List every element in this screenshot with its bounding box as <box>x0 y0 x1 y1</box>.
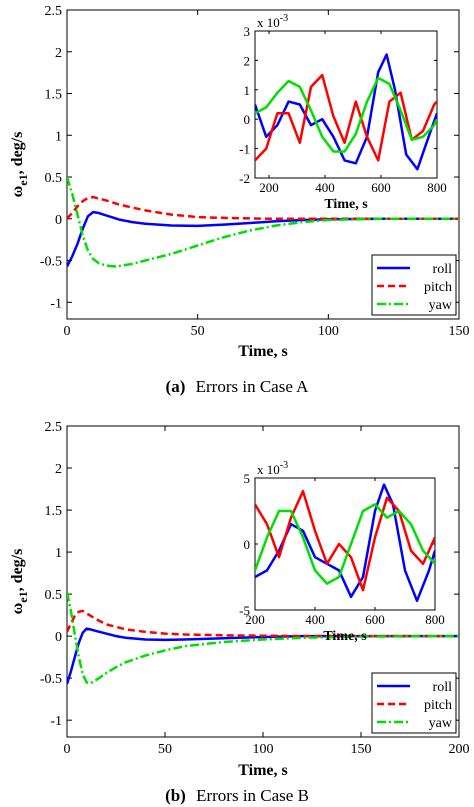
a-inset-series-yaw <box>255 76 437 153</box>
b-inset-plot-area <box>255 483 435 603</box>
a-main-xtick-label: 50 <box>191 324 205 339</box>
b-inset-ytick-label: 0 <box>244 537 251 552</box>
a-main-xtick-label: 0 <box>64 324 71 339</box>
a-inset-multiplier: x 10-3 <box>257 13 288 30</box>
a-inset-xtick-label: 200 <box>259 180 279 195</box>
a-main-xtick-label: 150 <box>449 324 470 339</box>
a-legend-label-pitch: pitch <box>424 280 452 295</box>
b-xlabel: Time, s <box>238 762 287 779</box>
a-ylabel-units: , deg/s <box>9 132 26 175</box>
a-legend-label-roll: roll <box>433 262 453 277</box>
a-inset-xtick-label: 800 <box>427 180 447 195</box>
b-legend-label-pitch: pitch <box>424 698 452 713</box>
b-inset-xlabel: Time, s <box>323 629 367 644</box>
b-main-series-pitch <box>67 609 459 638</box>
a-inset: 200 400 600 800 -2 -1 0 1 2 3 Time, s x 10-3 <box>239 13 447 212</box>
b-inset-xtick-label: 800 <box>425 612 445 627</box>
a-inset-ytick-label: 1 <box>244 83 251 98</box>
b-inset-multiplier-base: x 10 <box>257 462 280 477</box>
a-inset-plot-area <box>255 53 437 171</box>
a-main-series-roll <box>67 210 459 267</box>
a-ylabel-symbol: ω <box>9 185 26 197</box>
b-main-series-roll <box>67 627 459 685</box>
a-main-ytick-label: 0 <box>55 213 62 228</box>
b-main-ytick-label: 2.5 <box>45 420 63 435</box>
a-inset-xtick-label: 600 <box>371 180 391 195</box>
caption-b: (b) Errors in Case B <box>165 786 309 805</box>
caption-a: (a) Errors in Case A <box>166 377 310 396</box>
b-inset-multiplier: x 10-3 <box>257 460 288 477</box>
b-inset-xtick-label: 600 <box>365 612 385 627</box>
b-inset-ytick-label: 5 <box>244 471 251 486</box>
a-main-ytick-label: -1 <box>50 296 62 311</box>
b-inset-ytick-label: -5 <box>239 603 250 618</box>
a-main-series-pitch <box>67 195 459 221</box>
b-main-xtick-label: 150 <box>351 742 372 757</box>
b-inset-xtick-label: 400 <box>305 612 325 627</box>
b-main-xtick-label: 50 <box>158 742 172 757</box>
a-inset-xlabel: Time, s <box>324 197 368 212</box>
b-legend-label-roll: roll <box>433 680 453 695</box>
a-inset-multiplier-base: x 10 <box>257 15 280 30</box>
b-inset-multiplier-exp: -3 <box>280 460 288 471</box>
a-main-ytick-label: 2.5 <box>45 4 63 19</box>
b-main-series-yaw <box>67 592 459 685</box>
b-main-ytick-label: -1 <box>50 714 62 729</box>
b-main-plot-area <box>67 592 459 685</box>
b-main-ytick-label: 0 <box>55 630 62 645</box>
b-main-xtick-label: 0 <box>64 742 71 757</box>
b-ylabel-subscript: e1 <box>16 591 30 602</box>
a-inset-axes-frame <box>254 30 438 179</box>
a-ylabel-subscript: e1 <box>16 174 30 185</box>
caption-a-letter: (a) <box>166 377 186 396</box>
a-main-plot-area <box>67 176 459 268</box>
a-ylabel: ωe1, deg/s <box>9 132 30 198</box>
b-inset: 200 400 600 800 -5 0 5 Time, s x 10-3 <box>239 460 445 644</box>
b-inset-series-pitch <box>255 489 435 592</box>
a-main-ytick-label: -0.5 <box>40 255 62 270</box>
caption-b-letter: (b) <box>165 786 186 805</box>
a-xlabel: Time, s <box>238 343 287 360</box>
b-ylabel-units: , deg/s <box>9 549 26 592</box>
b-ylabel: ωe1, deg/s <box>9 549 30 615</box>
caption-b-text: Errors in Case B <box>196 786 309 805</box>
a-main-series-yaw <box>67 176 459 268</box>
b-inset-series-yaw <box>255 503 435 585</box>
a-main-ytick-label: 1.5 <box>45 88 63 103</box>
caption-a-text: Errors in Case A <box>196 377 310 396</box>
b-main-ytick-label: 0.5 <box>45 588 63 603</box>
b-main-ytick-label: 1 <box>55 546 62 561</box>
a-inset-xtick-label: 400 <box>315 180 335 195</box>
a-main-ytick-label: 0.5 <box>45 171 63 186</box>
b-main-ytick-label: -0.5 <box>40 672 62 687</box>
b-ylabel-symbol: ω <box>9 602 26 614</box>
a-inset-ytick-label: -1 <box>239 142 250 157</box>
b-legend-label-yaw: yaw <box>429 716 453 731</box>
a-main-ytick-label: 1 <box>55 129 62 144</box>
a-inset-ytick-label: 2 <box>244 53 251 68</box>
a-legend-label-yaw: yaw <box>429 298 453 313</box>
a-inset-ytick-label: 3 <box>244 24 251 39</box>
a-inset-ytick-label: 0 <box>244 112 251 127</box>
a-main-ytick-label: 2 <box>55 46 62 61</box>
b-inset-xtick-label: 200 <box>245 612 265 627</box>
a-inset-series-roll <box>255 53 437 171</box>
a-main-xtick-label: 100 <box>318 324 339 339</box>
b-main-ytick-label: 1.5 <box>45 504 63 519</box>
a-inset-ytick-label: -2 <box>239 171 250 186</box>
chart-panel-a: 0 50 100 150 -1 -0.5 0 0.5 1 1.5 2 2.5 Time, s ωe1, d… <box>9 4 470 360</box>
b-main-xtick-label: 100 <box>253 742 274 757</box>
a-inset-multiplier-exp: -3 <box>280 13 288 24</box>
b-main-xtick-label: 200 <box>449 742 470 757</box>
b-main-ytick-label: 2 <box>55 462 62 477</box>
